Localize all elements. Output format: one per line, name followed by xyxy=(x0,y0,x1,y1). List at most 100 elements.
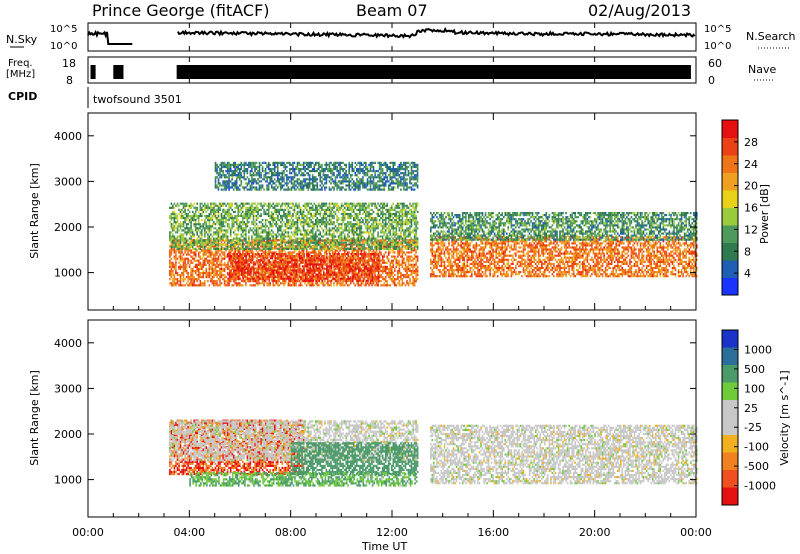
heatmap-cell xyxy=(198,254,200,256)
heatmap-cell xyxy=(294,239,296,241)
heatmap-cell xyxy=(190,256,192,258)
heatmap-cell xyxy=(209,272,211,274)
heatmap-cell xyxy=(280,282,282,284)
heatmap-cell xyxy=(358,284,360,286)
heatmap-cell xyxy=(391,266,393,268)
heatmap-cell xyxy=(215,274,217,276)
heatmap-cell xyxy=(175,264,177,266)
heatmap-cell xyxy=(285,282,287,284)
heatmap-cell xyxy=(219,264,221,266)
heatmap-cell xyxy=(175,254,177,256)
heatmap-cell xyxy=(365,284,367,286)
heatmap-cell xyxy=(178,239,180,241)
heatmap-cell xyxy=(216,270,218,272)
heatmap-cell xyxy=(263,284,265,286)
heatmap-cell xyxy=(390,274,392,276)
heatmap-cell xyxy=(174,258,176,260)
heatmap-cell xyxy=(323,282,325,284)
heatmap-cell xyxy=(190,260,192,262)
heatmap-cell xyxy=(186,270,188,272)
heatmap-cell xyxy=(307,282,309,284)
heatmap-cell xyxy=(207,276,209,278)
heatmap-cell xyxy=(212,282,214,284)
heatmap-cell xyxy=(171,262,173,264)
heatmap-cell xyxy=(193,266,195,268)
heatmap-cell xyxy=(177,272,179,274)
heatmap-cell xyxy=(383,254,385,256)
heatmap-cell xyxy=(175,249,177,251)
heatmap-cell xyxy=(171,243,173,245)
heatmap-cell xyxy=(358,249,360,251)
heatmap-cell xyxy=(222,278,224,280)
heatmap-cell xyxy=(266,282,268,284)
heatmap-cell xyxy=(379,239,381,241)
heatmap-cell xyxy=(388,243,390,245)
heatmap-cell xyxy=(213,264,215,266)
heatmap-cell xyxy=(187,254,189,256)
heatmap-cell xyxy=(184,249,186,251)
heatmap-cell xyxy=(356,249,358,251)
heatmap-cell xyxy=(373,243,375,245)
heatmap-cell xyxy=(215,260,217,262)
heatmap-cell xyxy=(171,276,173,278)
heatmap-cell xyxy=(359,284,361,286)
heatmap-cell xyxy=(207,260,209,262)
heatmap-cell xyxy=(222,254,224,256)
heatmap-cell xyxy=(385,276,387,278)
heatmap-cell xyxy=(391,272,393,274)
heatmap-cell xyxy=(336,282,338,284)
heatmap-cell xyxy=(344,284,346,286)
heatmap-cell xyxy=(192,268,194,270)
heatmap-cell xyxy=(181,272,183,274)
heatmap-cell xyxy=(361,282,363,284)
heatmap-cell xyxy=(356,282,358,284)
heatmap-cell xyxy=(301,284,303,286)
heatmap-cell xyxy=(171,249,173,251)
heatmap-cell xyxy=(385,262,387,264)
heatmap-cell xyxy=(213,282,215,284)
heatmap-cell xyxy=(352,245,354,247)
heatmap-cell xyxy=(390,266,392,268)
freq-label-line1: Freq. xyxy=(8,58,33,69)
heatmap-cell xyxy=(221,270,223,272)
heatmap-cell xyxy=(221,268,223,270)
heatmap-cell xyxy=(190,278,192,280)
heatmap-cell xyxy=(183,284,185,286)
heatmap-cell xyxy=(206,272,208,274)
heatmap-cell xyxy=(310,284,312,286)
heatmap-cell xyxy=(382,256,384,258)
heatmap-cell xyxy=(195,254,197,256)
heatmap-cell xyxy=(283,282,285,284)
heatmap-cell xyxy=(183,274,185,276)
heatmap-cell xyxy=(172,280,174,282)
heatmap-cell xyxy=(227,284,229,286)
heatmap-cell xyxy=(189,264,191,266)
heatmap-cell xyxy=(192,270,194,272)
freq-right-tick-top: 60 xyxy=(708,57,722,70)
heatmap-cell xyxy=(216,258,218,260)
heatmap-cell xyxy=(377,282,379,284)
heatmap-cell xyxy=(174,284,176,286)
heatmap-cell xyxy=(215,258,217,260)
heatmap-cell xyxy=(195,278,197,280)
heatmap-cell xyxy=(277,239,279,241)
heatmap-cell xyxy=(218,251,220,253)
heatmap-cell xyxy=(183,268,185,270)
heatmap-cell xyxy=(172,284,174,286)
heatmap-cell xyxy=(288,284,290,286)
heatmap-cell xyxy=(200,258,202,260)
heatmap-cell xyxy=(227,282,229,284)
heatmap-cell xyxy=(171,254,173,256)
heatmap-cell xyxy=(380,274,382,276)
heatmap-cell xyxy=(204,260,206,262)
heatmap-cell xyxy=(193,270,195,272)
heatmap-cell xyxy=(215,256,217,258)
heatmap-cell xyxy=(195,260,197,262)
heatmap-cell xyxy=(187,262,189,264)
heatmap-cell xyxy=(204,272,206,274)
heatmap-cell xyxy=(210,272,212,274)
heatmap-cell xyxy=(178,274,180,276)
heatmap-cell xyxy=(312,282,314,284)
heatmap-cell xyxy=(210,278,212,280)
heatmap-cell xyxy=(383,262,385,264)
